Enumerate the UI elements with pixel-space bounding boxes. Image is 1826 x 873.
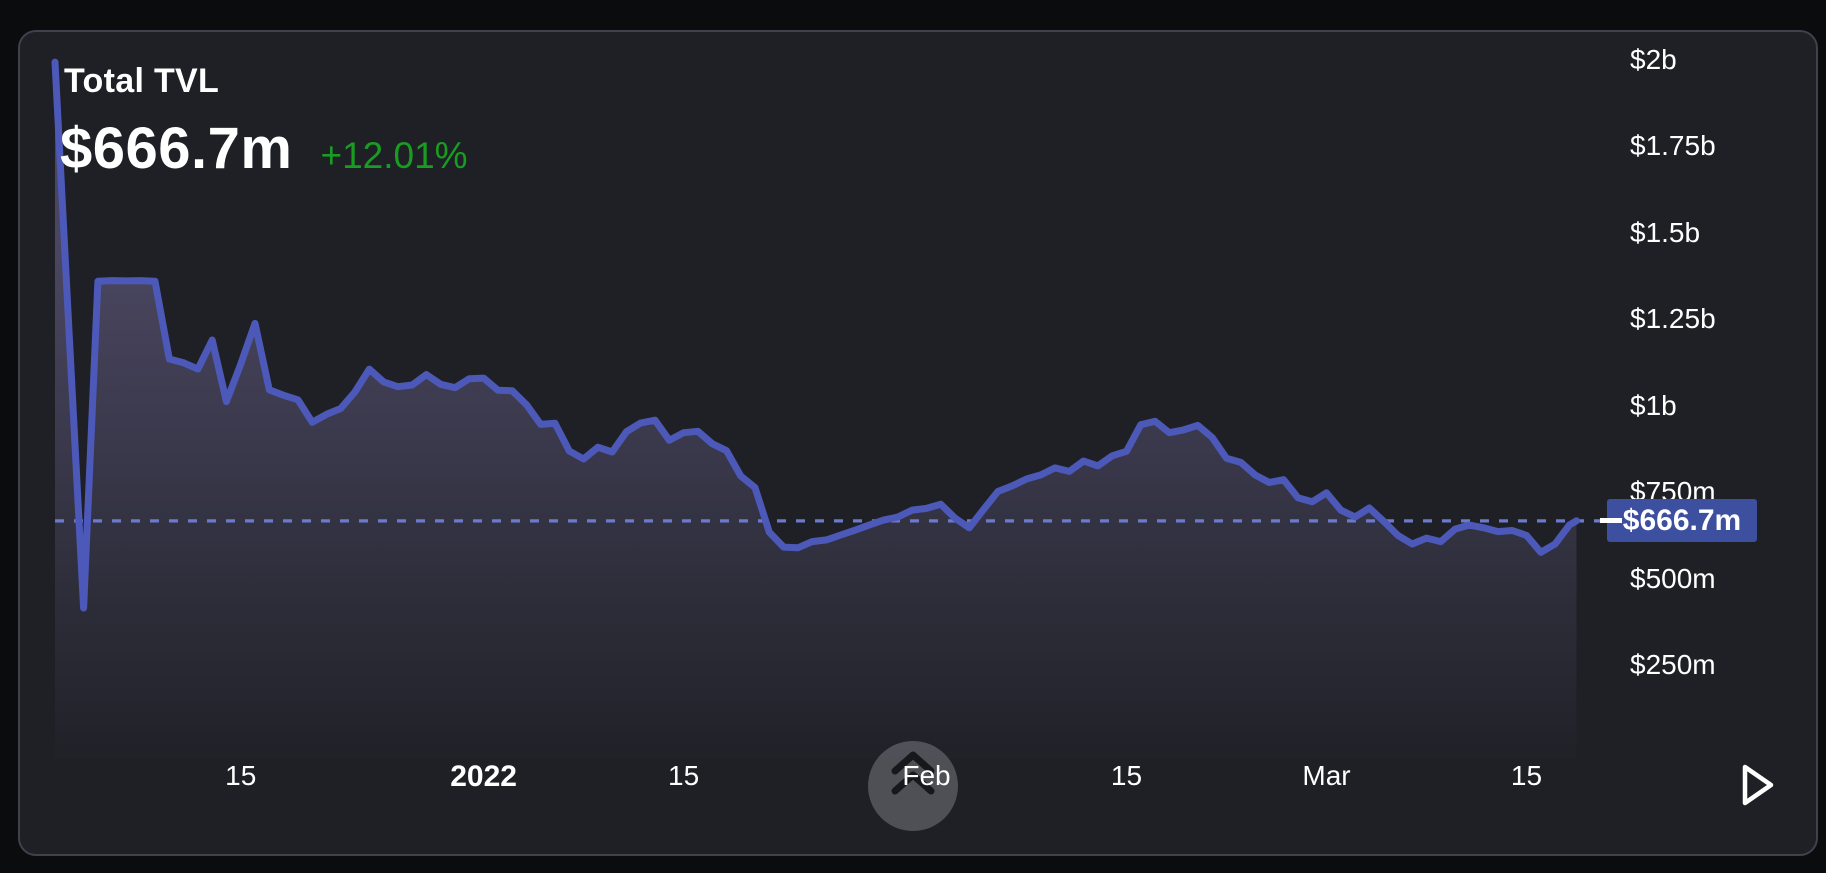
scroll-top-button[interactable] [868,741,958,831]
chevron-up-icon [891,751,935,795]
tvl-current-value: $666.7m [60,116,293,181]
current-value-badge: $666.7m [1607,499,1757,543]
play-button[interactable] [1732,760,1782,812]
tvl-change-percent: +12.01% [320,135,468,176]
value-row: $666.7m +12.01% [60,115,468,182]
tvl-line [51,58,1580,612]
current-value-badge-label: $666.7m [1622,503,1742,537]
area-fill [55,62,1577,759]
axis-tick-mark [1600,518,1622,524]
chart-title: Total TVL [64,62,220,100]
play-icon [1742,764,1774,805]
chart-header: Total TVL $666.7m +12.01% [60,62,468,182]
